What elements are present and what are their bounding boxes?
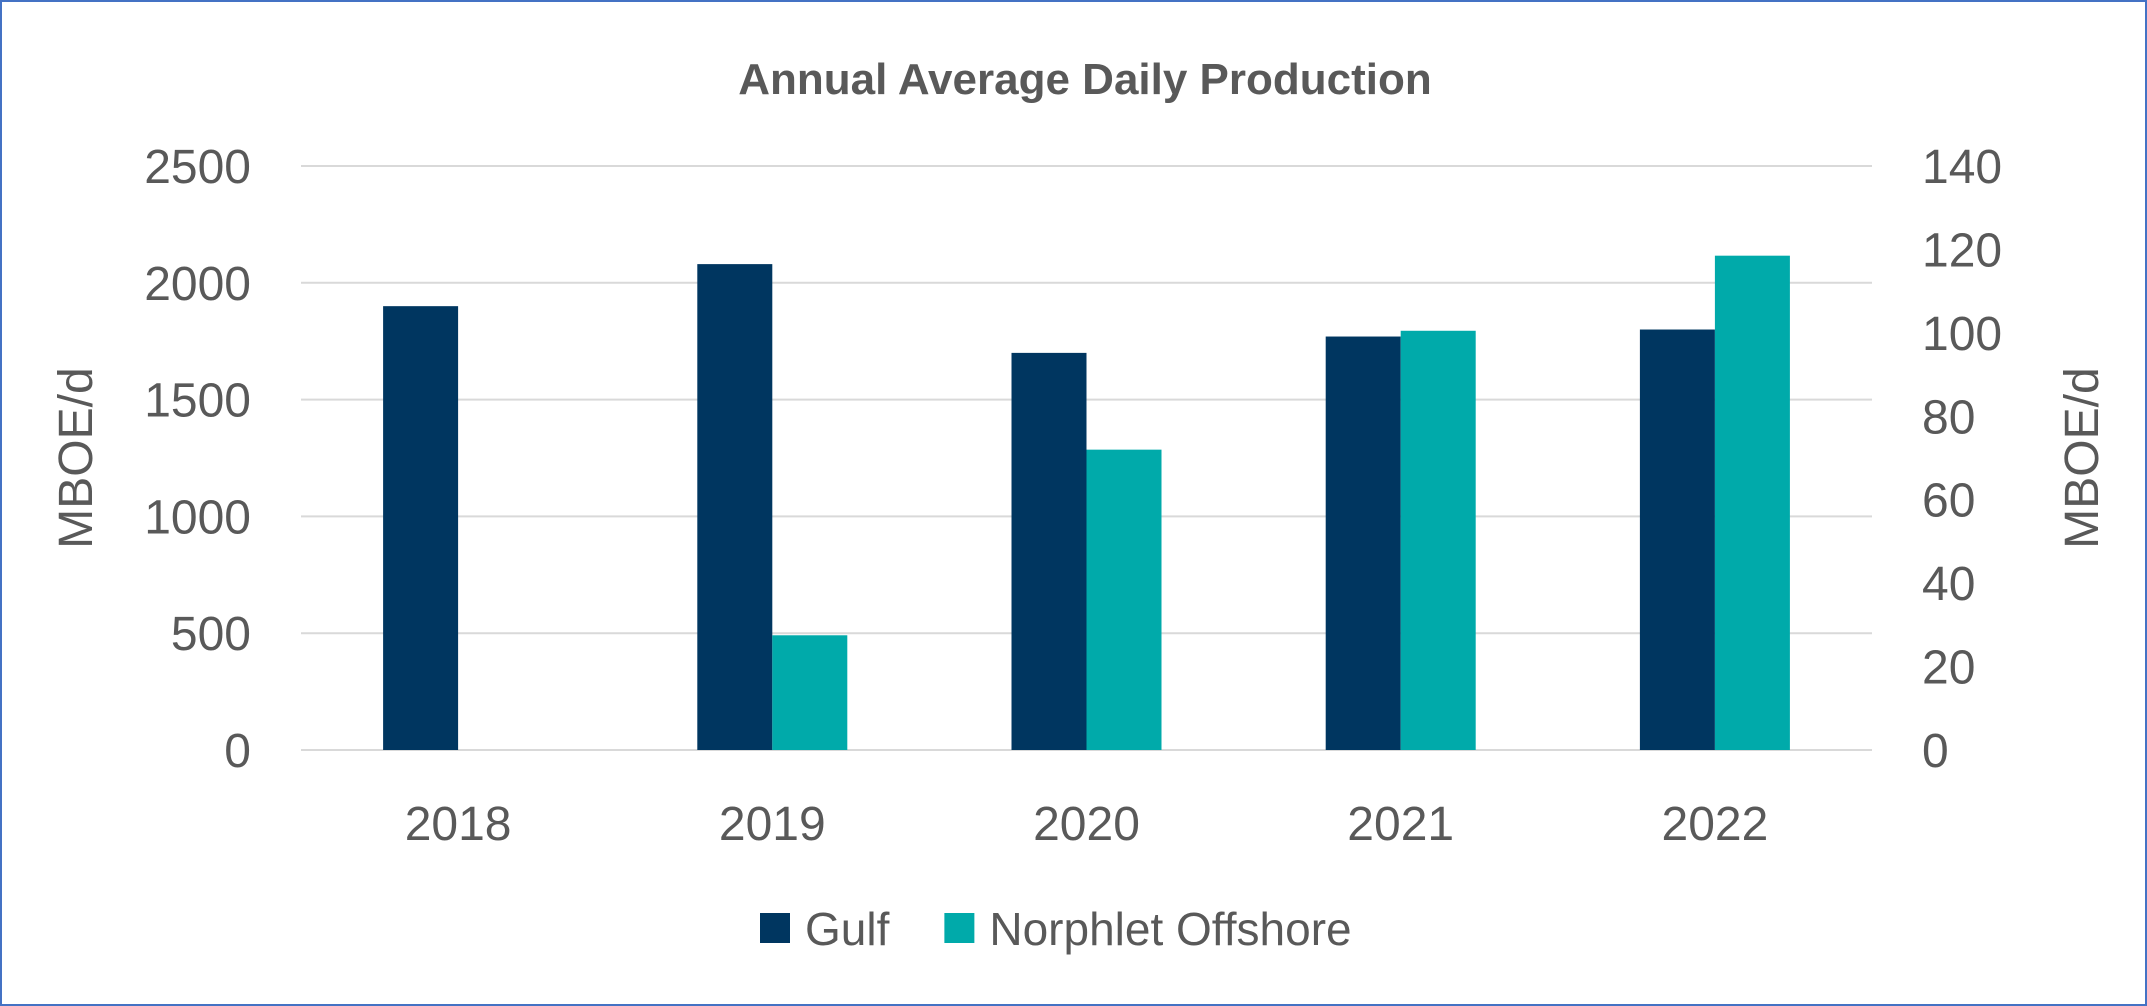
left-axis-label: MBOE/d bbox=[50, 367, 103, 548]
right-tick-label: 20 bbox=[1922, 642, 1975, 695]
bar-gulf-2020 bbox=[1011, 352, 1087, 750]
bar-norphlet-offshore-2020 bbox=[1086, 449, 1162, 750]
bar-gulf-2018 bbox=[383, 306, 459, 750]
left-tick-label: 0 bbox=[224, 725, 251, 778]
bar-norphlet-offshore-2019 bbox=[772, 635, 848, 750]
right-tick-label: 60 bbox=[1922, 475, 1975, 528]
left-tick-label: 1000 bbox=[144, 491, 251, 544]
chart-title: Annual Average Daily Production bbox=[738, 55, 1432, 104]
left-tick-label: 500 bbox=[171, 608, 251, 661]
x-tick-label: 2022 bbox=[1662, 798, 1769, 851]
x-tick-label: 2018 bbox=[405, 798, 512, 851]
legend-label: Norphlet Offshore bbox=[989, 903, 1351, 955]
right-tick-label: 40 bbox=[1922, 558, 1975, 611]
bar-gulf-2021 bbox=[1325, 336, 1401, 750]
legend-swatch bbox=[944, 913, 975, 943]
left-tick-label: 1500 bbox=[144, 375, 251, 428]
bar-norphlet-offshore-2022 bbox=[1714, 255, 1790, 750]
bar-norphlet-offshore-2021 bbox=[1400, 330, 1476, 750]
legend-swatch bbox=[760, 913, 790, 943]
bar-gulf-2022 bbox=[1639, 329, 1715, 750]
right-tick-label: 80 bbox=[1922, 391, 1975, 444]
right-tick-label: 120 bbox=[1922, 224, 2002, 277]
bar-gulf-2019 bbox=[697, 264, 773, 750]
right-axis-ticks: 0 20 40 60 80 100 120 140 bbox=[1922, 141, 2002, 778]
left-axis-ticks: 0 500 1000 1500 2000 2500 bbox=[144, 141, 251, 778]
x-axis-ticks: 2018 2019 2020 2021 2022 bbox=[405, 798, 1769, 851]
legend-label: Gulf bbox=[805, 903, 890, 955]
right-tick-label: 0 bbox=[1922, 725, 1949, 778]
bars bbox=[383, 255, 1790, 750]
left-tick-label: 2500 bbox=[144, 141, 251, 194]
gridlines bbox=[301, 165, 1872, 751]
right-axis-label: MBOE/d bbox=[2056, 367, 2109, 548]
legend: Gulf Norphlet Offshore bbox=[760, 903, 1352, 955]
x-tick-label: 2020 bbox=[1033, 798, 1140, 851]
right-tick-label: 100 bbox=[1922, 308, 2002, 361]
right-tick-label: 140 bbox=[1922, 141, 2002, 194]
x-tick-label: 2019 bbox=[719, 798, 826, 851]
left-tick-label: 2000 bbox=[144, 258, 251, 311]
x-tick-label: 2021 bbox=[1347, 798, 1454, 851]
